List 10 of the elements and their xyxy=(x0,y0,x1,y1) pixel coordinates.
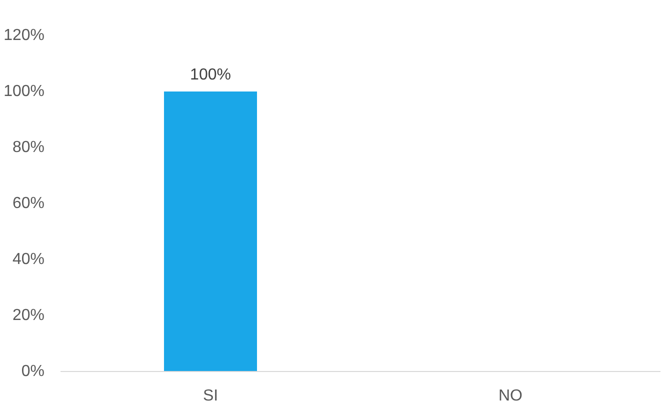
data-label: 100% xyxy=(190,66,231,84)
y-tick-label: 80% xyxy=(12,139,45,156)
x-tick-label: NO xyxy=(498,388,522,404)
y-tick-label: 0% xyxy=(21,363,44,380)
y-tick-label: 120% xyxy=(4,27,44,44)
y-tick-label: 20% xyxy=(12,307,45,324)
x-tick-label: SI xyxy=(202,388,218,404)
y-tick-label: 40% xyxy=(12,251,45,268)
y-tick-label: 60% xyxy=(12,195,45,212)
y-tick-label: 100% xyxy=(4,83,44,100)
